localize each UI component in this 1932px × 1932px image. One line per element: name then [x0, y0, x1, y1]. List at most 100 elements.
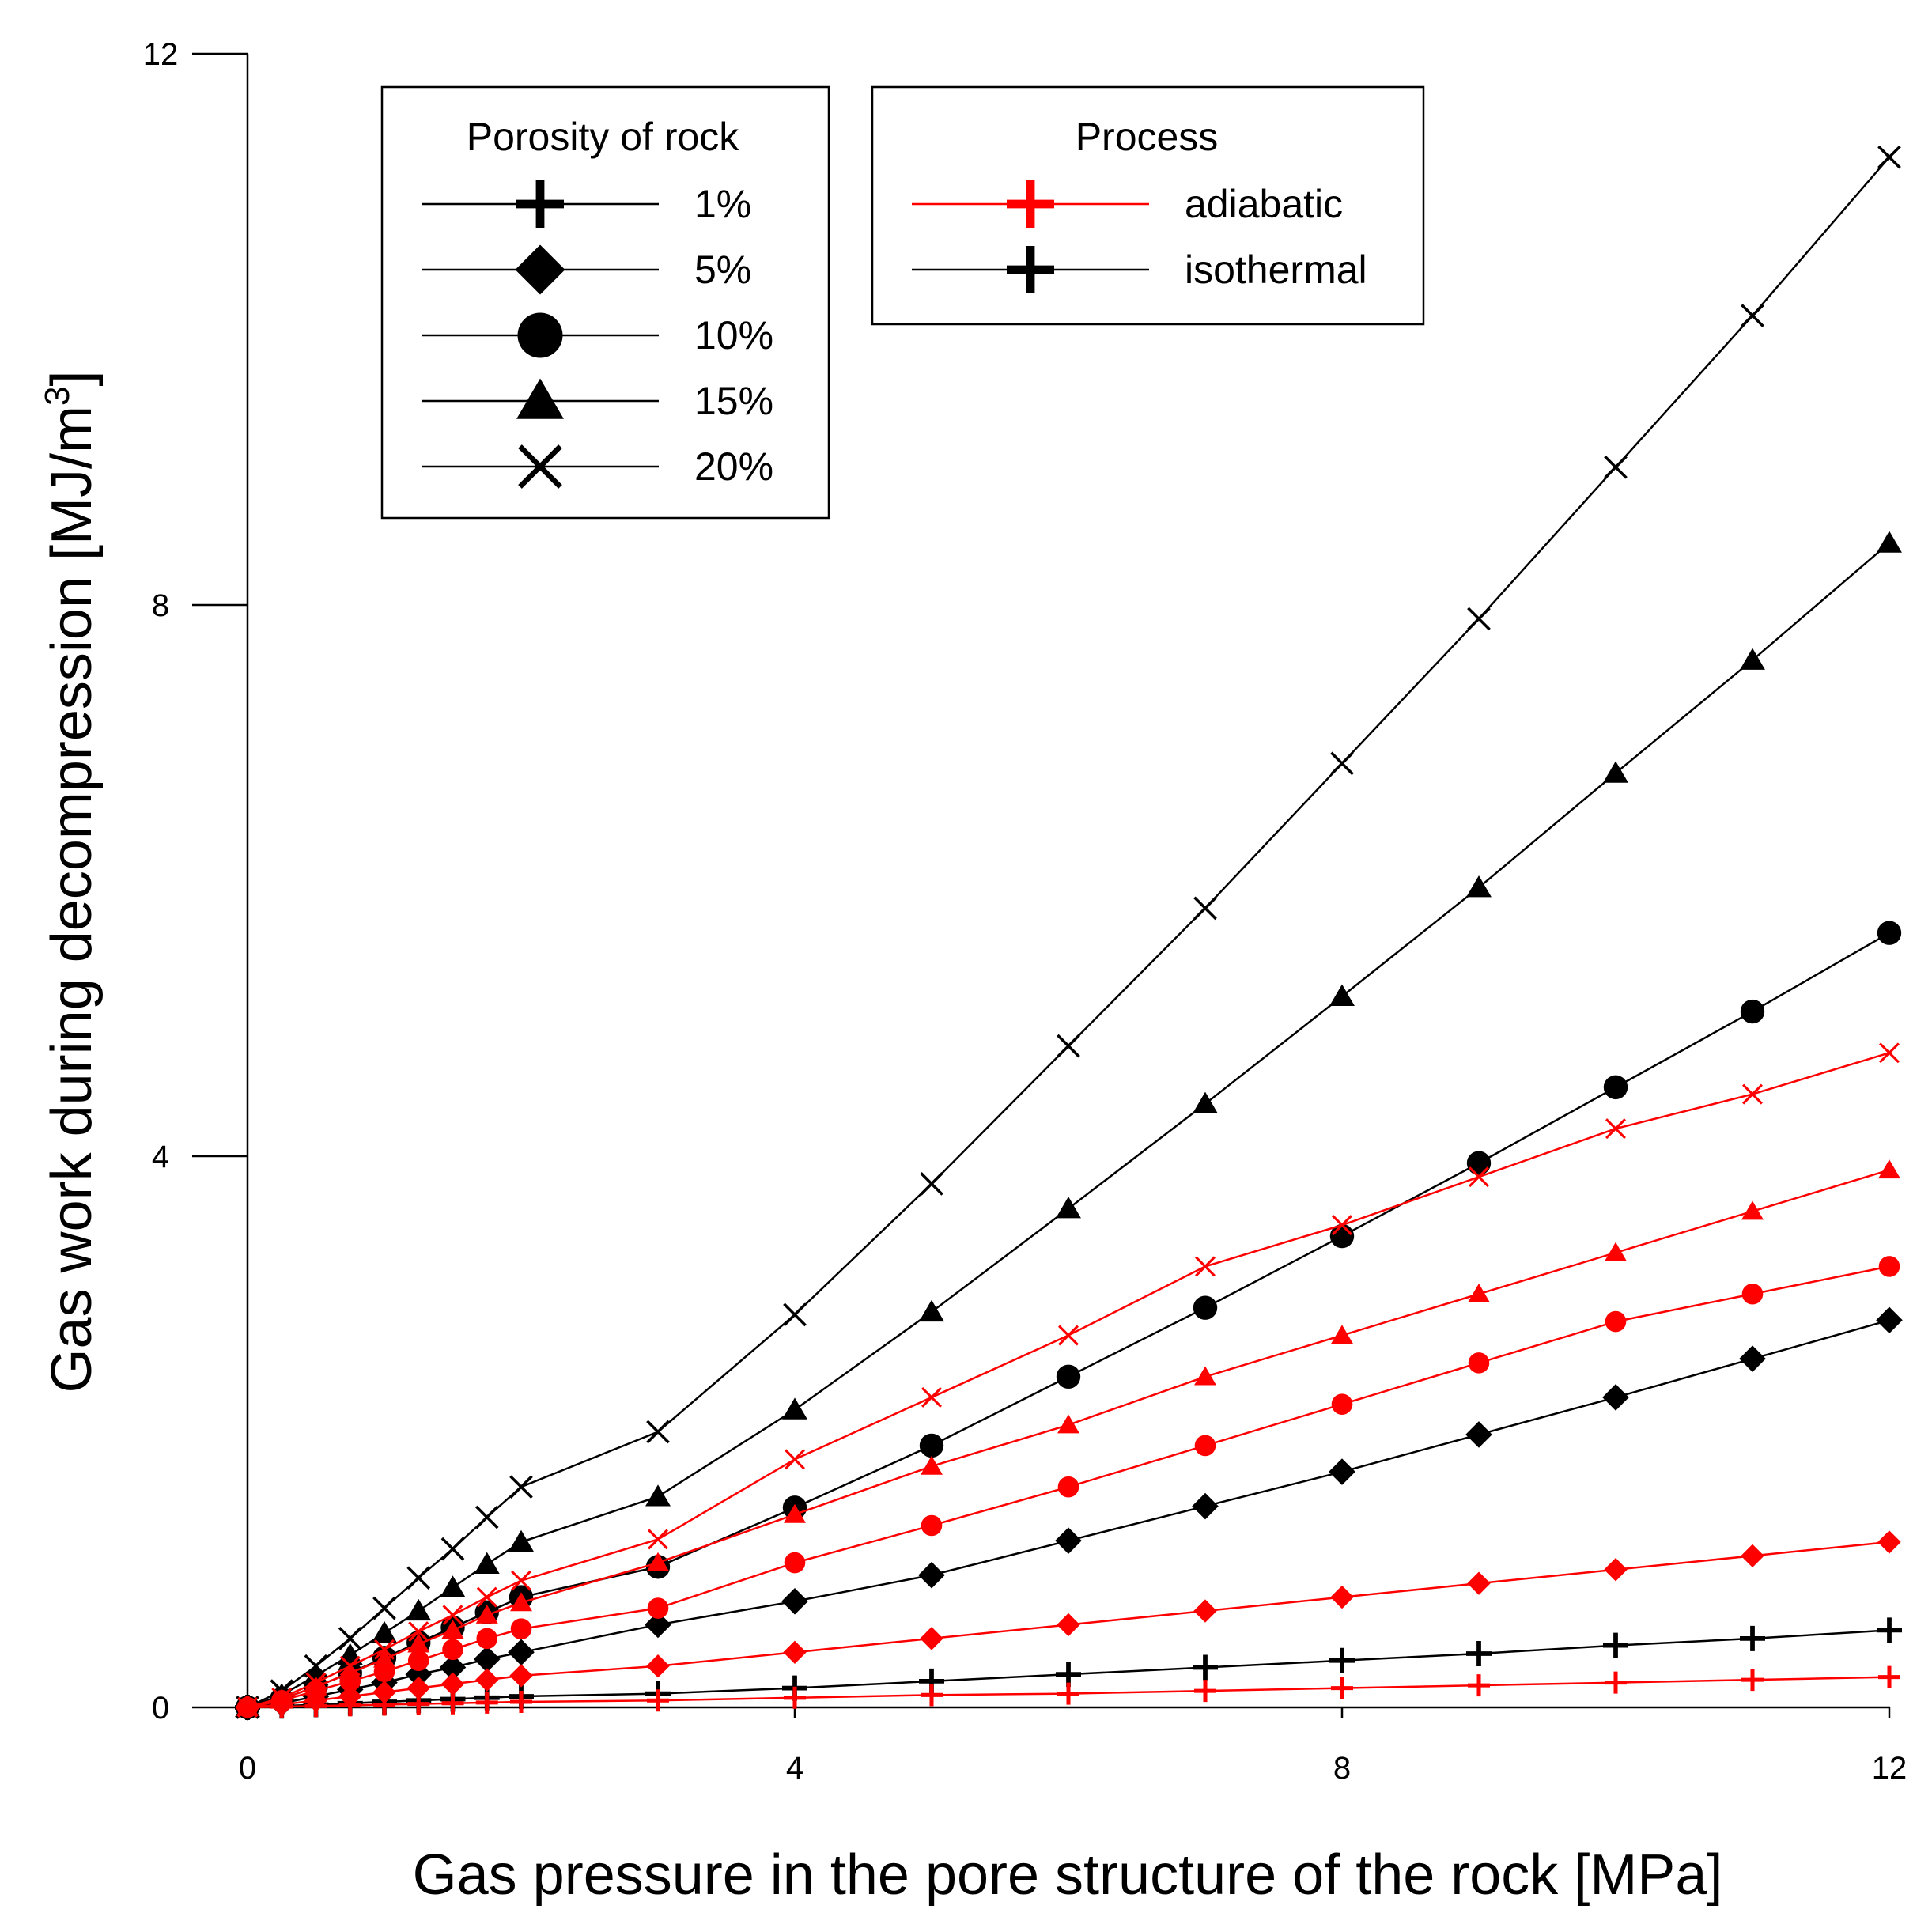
- data-point-x: [339, 1655, 361, 1677]
- legend-label: 20%: [694, 444, 773, 489]
- data-point-x: [1058, 1325, 1079, 1346]
- data-point-plus: [510, 1691, 532, 1714]
- y-axis-title: Gas work during decompression [MJ/m3]: [38, 371, 104, 1393]
- data-point-x: [406, 1566, 431, 1590]
- data-point-circle: [1194, 1435, 1216, 1457]
- legend-marker-plus: [1007, 180, 1054, 228]
- data-point-diamond: [1330, 1585, 1354, 1609]
- data-point-circle: [442, 1639, 463, 1661]
- legend-label: isothermal: [1185, 248, 1367, 292]
- data-point-diamond: [440, 1672, 465, 1696]
- data-point-diamond: [783, 1640, 807, 1664]
- x-tick-label: 8: [1333, 1751, 1351, 1786]
- data-point-x: [509, 1475, 533, 1499]
- legend-marker-plus: [516, 180, 564, 228]
- data-point-x: [1469, 1166, 1489, 1188]
- data-point-diamond: [1876, 1306, 1903, 1334]
- data-point-plus: [1877, 1617, 1902, 1643]
- data-point-x: [1332, 1215, 1352, 1236]
- data-point-diamond: [405, 1661, 433, 1688]
- data-point-triangle: [509, 1529, 534, 1552]
- legend-label: 5%: [694, 248, 751, 292]
- data-point-plus: [1193, 1654, 1218, 1681]
- y-tick-label: 4: [152, 1140, 169, 1174]
- data-point-diamond: [1329, 1458, 1355, 1485]
- legend-porosity-title: Porosity of rock: [467, 115, 740, 159]
- data-point-triangle: [784, 1503, 806, 1523]
- legend-label: 1%: [694, 182, 751, 226]
- legend-entry: 10%: [422, 312, 773, 358]
- data-point-diamond: [508, 1639, 535, 1666]
- data-point-diamond: [1055, 1527, 1082, 1554]
- data-point-plus: [921, 1684, 943, 1707]
- data-point-plus: [373, 1693, 395, 1716]
- data-point-plus: [1194, 1680, 1216, 1703]
- data-point-x: [304, 1654, 328, 1678]
- data-point-circle: [1605, 1310, 1627, 1333]
- legend-marker-triangle: [516, 378, 564, 419]
- legend-marker-plus: [1007, 246, 1054, 293]
- data-point-triangle: [1466, 875, 1492, 898]
- data-point-plus: [1605, 1671, 1627, 1694]
- data-point-diamond: [338, 1684, 362, 1708]
- data-point-x: [237, 1697, 258, 1718]
- data-point-x: [338, 1627, 362, 1650]
- legend-entry: 20%: [422, 444, 773, 489]
- data-point-x: [785, 1449, 805, 1470]
- legend-marker-diamond: [515, 244, 565, 295]
- data-point-triangle: [919, 1299, 944, 1322]
- data-point-x: [648, 1529, 668, 1550]
- data-point-circle: [919, 1433, 944, 1458]
- data-point-triangle: [921, 1455, 943, 1475]
- data-point-triangle: [407, 1633, 430, 1653]
- data-point-plus: [647, 1689, 669, 1712]
- data-point-circle: [1468, 1352, 1490, 1374]
- legend-entry: 15%: [422, 378, 773, 423]
- data-point-diamond: [406, 1676, 430, 1700]
- data-point-triangle: [1741, 1200, 1764, 1220]
- data-point-diamond: [1602, 1384, 1629, 1411]
- data-point-circle: [647, 1597, 669, 1619]
- data-point-circle: [1331, 1393, 1353, 1415]
- data-point-diamond: [1193, 1599, 1217, 1623]
- y-axis-title-main: Gas work during decompression [MJ/m: [40, 406, 104, 1393]
- data-point-diamond: [1057, 1613, 1080, 1637]
- legend-marker-x: [518, 444, 562, 489]
- data-point-plus: [1331, 1677, 1353, 1699]
- data-point-triangle: [1878, 1159, 1900, 1179]
- y-ticks: 0 4 8 12: [143, 37, 248, 1726]
- data-point-triangle: [1057, 1414, 1079, 1434]
- data-point-diamond: [1877, 1530, 1901, 1554]
- data-point-circle: [1740, 999, 1765, 1024]
- data-point-diamond: [1741, 1544, 1764, 1568]
- legend-label: 15%: [694, 379, 773, 423]
- data-point-triangle: [441, 1620, 464, 1639]
- data-point-triangle: [1056, 1197, 1081, 1219]
- legend-entry: isothermal: [912, 246, 1367, 293]
- data-point-circle: [1741, 1283, 1764, 1305]
- legend-process-box: [871, 85, 1425, 326]
- legend-porosity-box: [380, 85, 830, 520]
- data-point-diamond: [475, 1668, 499, 1692]
- data-point-plus: [441, 1692, 464, 1715]
- data-point-plus: [1329, 1647, 1355, 1673]
- data-point-plus: [1740, 1625, 1765, 1651]
- data-point-circle: [921, 1514, 943, 1537]
- y-tick-label: 12: [143, 37, 179, 72]
- data-point-plus: [1056, 1662, 1081, 1688]
- series-adiabatic-20pct: [237, 1042, 1900, 1718]
- data-point-triangle: [1468, 1283, 1490, 1302]
- y-axis-title-superscript: 3: [38, 387, 77, 406]
- data-point-x: [921, 1386, 942, 1408]
- legend-process-title: Process: [1076, 115, 1219, 159]
- data-point-triangle: [372, 1620, 397, 1643]
- data-point-diamond: [372, 1681, 396, 1704]
- data-point-circle: [1878, 1256, 1900, 1277]
- data-point-plus: [784, 1686, 806, 1709]
- data-point-x: [783, 1302, 807, 1327]
- data-point-triangle: [440, 1575, 466, 1597]
- legend-entry: adiabatic: [912, 180, 1343, 228]
- data-point-x: [442, 1605, 463, 1626]
- data-point-x: [476, 1586, 497, 1608]
